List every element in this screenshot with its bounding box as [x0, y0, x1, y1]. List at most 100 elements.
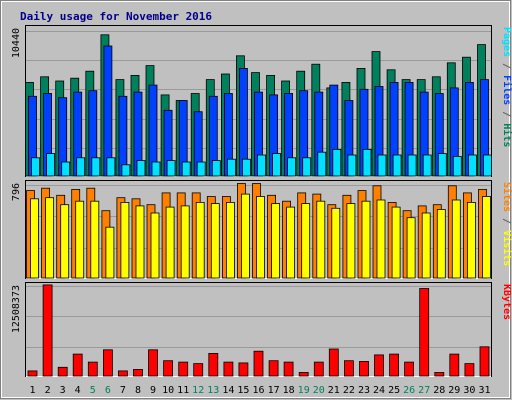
bar-kbytes-day-22 [343, 360, 354, 377]
day-label-1: 1 [29, 385, 35, 396]
day-label-3: 3 [60, 385, 66, 396]
bar-sites-day-12 [195, 201, 205, 279]
bar-sites-day-21 [331, 207, 341, 279]
panel-legend: Sites / Visits [501, 182, 512, 266]
bar-pages-day-3 [61, 161, 71, 177]
bar-pages-day-4 [76, 157, 86, 177]
bar-kbytes-day-6 [103, 349, 113, 377]
panel-legend: Pages / Files / Hits [501, 27, 512, 147]
bar-sites-day-14 [225, 201, 235, 279]
bar-sites-day-29 [451, 199, 461, 279]
bar-sites-day-26 [406, 217, 416, 279]
day-label-2: 2 [45, 385, 51, 396]
bar-pages-day-20 [317, 151, 327, 177]
bar-kbytes-day-23 [359, 360, 369, 377]
legend-entry: / [501, 57, 512, 75]
bar-sites-day-18 [286, 206, 296, 279]
bar-pages-day-12 [196, 161, 206, 177]
bar-kbytes-day-25 [389, 353, 400, 377]
bar-pages-day-1 [31, 157, 40, 177]
bar-kbytes-day-28 [434, 371, 445, 377]
bar-pages-day-14 [226, 158, 236, 177]
bar-pages-day-19 [302, 157, 312, 177]
legend-entry: Files [501, 75, 512, 105]
bar-sites-day-15 [240, 193, 250, 279]
day-label-10: 10 [162, 385, 174, 396]
bar-kbytes-day-2 [42, 284, 53, 377]
day-label-27: 27 [418, 385, 430, 396]
bar-sites-day-23 [361, 200, 371, 279]
day-label-8: 8 [135, 385, 141, 396]
bar-sites-day-24 [376, 199, 386, 279]
bar-sites-day-30 [466, 201, 476, 279]
bar-sites-day-20 [316, 200, 326, 279]
bar-pages-day-13 [211, 160, 221, 177]
bar-sites-day-9 [150, 212, 160, 279]
bar-pages-day-29 [452, 155, 462, 177]
bar-kbytes-day-21 [328, 348, 339, 377]
day-label-18: 18 [283, 385, 295, 396]
bar-pages-day-2 [46, 153, 55, 177]
bar-files-day-7 [118, 95, 128, 177]
day-label-22: 22 [343, 385, 355, 396]
day-label-28: 28 [433, 385, 445, 396]
bar-files-day-6 [103, 45, 113, 177]
bar-pages-day-6 [106, 157, 116, 177]
bar-pages-day-15 [241, 158, 251, 177]
bar-pages-day-27 [422, 154, 432, 177]
bar-sites-day-3 [60, 204, 70, 279]
bar-pages-day-21 [332, 148, 342, 177]
bar-kbytes-day-27 [419, 288, 430, 377]
bar-pages-day-17 [272, 153, 282, 177]
bar-pages-day-25 [392, 154, 402, 177]
bar-kbytes-day-7 [118, 370, 128, 377]
bar-kbytes-day-16 [253, 350, 264, 377]
bar-pages-day-7 [121, 164, 131, 177]
bar-pages-day-11 [181, 161, 191, 177]
legend-entry: Pages [501, 27, 512, 57]
bar-sites-day-19 [301, 203, 311, 279]
bar-kbytes-day-11 [178, 361, 189, 377]
bar-sites-day-13 [210, 203, 220, 279]
day-label-15: 15 [237, 385, 249, 396]
legend-entry: / [501, 212, 512, 230]
bar-sites-day-28 [436, 209, 446, 279]
bar-kbytes-day-4 [72, 353, 83, 377]
legend-entry: Hits [501, 123, 512, 147]
legend-entry: KBytes [501, 284, 512, 320]
bar-pages-day-28 [437, 153, 447, 177]
bar-kbytes-day-20 [313, 361, 324, 377]
chart-title: Daily usage for November 2016 [20, 10, 212, 23]
bar-sites-day-16 [256, 196, 265, 279]
bar-pages-day-24 [377, 154, 387, 177]
day-label-30: 30 [463, 385, 475, 396]
bar-kbytes-day-3 [57, 366, 68, 377]
day-label-24: 24 [373, 385, 385, 396]
day-label-9: 9 [150, 385, 156, 396]
panel-max-label: 12508373 [11, 285, 22, 333]
bar-pages-day-5 [91, 157, 101, 177]
bar-sites-day-11 [180, 205, 190, 279]
day-label-11: 11 [177, 385, 189, 396]
bar-pages-day-9 [151, 161, 161, 177]
bar-sites-day-4 [75, 200, 85, 279]
day-label-26: 26 [403, 385, 415, 396]
bar-kbytes-day-18 [283, 361, 294, 377]
bar-kbytes-day-12 [193, 363, 204, 377]
bar-sites-day-10 [165, 206, 175, 279]
bar-sites-day-1 [30, 198, 39, 279]
panel-kbytes: 12508373 KBytes [11, 282, 512, 377]
bar-pages-day-23 [362, 148, 372, 177]
bar-sites-day-5 [90, 200, 100, 279]
panel-visits-sites: 796 Sites / Visits [11, 180, 512, 279]
bar-sites-day-17 [271, 203, 281, 279]
legend-entry: / [501, 105, 512, 123]
day-label-23: 23 [358, 385, 370, 396]
panel-max-label: 10440 [11, 28, 22, 58]
day-label-31: 31 [478, 385, 490, 396]
bar-kbytes-day-29 [449, 353, 460, 377]
day-label-29: 29 [448, 385, 460, 396]
